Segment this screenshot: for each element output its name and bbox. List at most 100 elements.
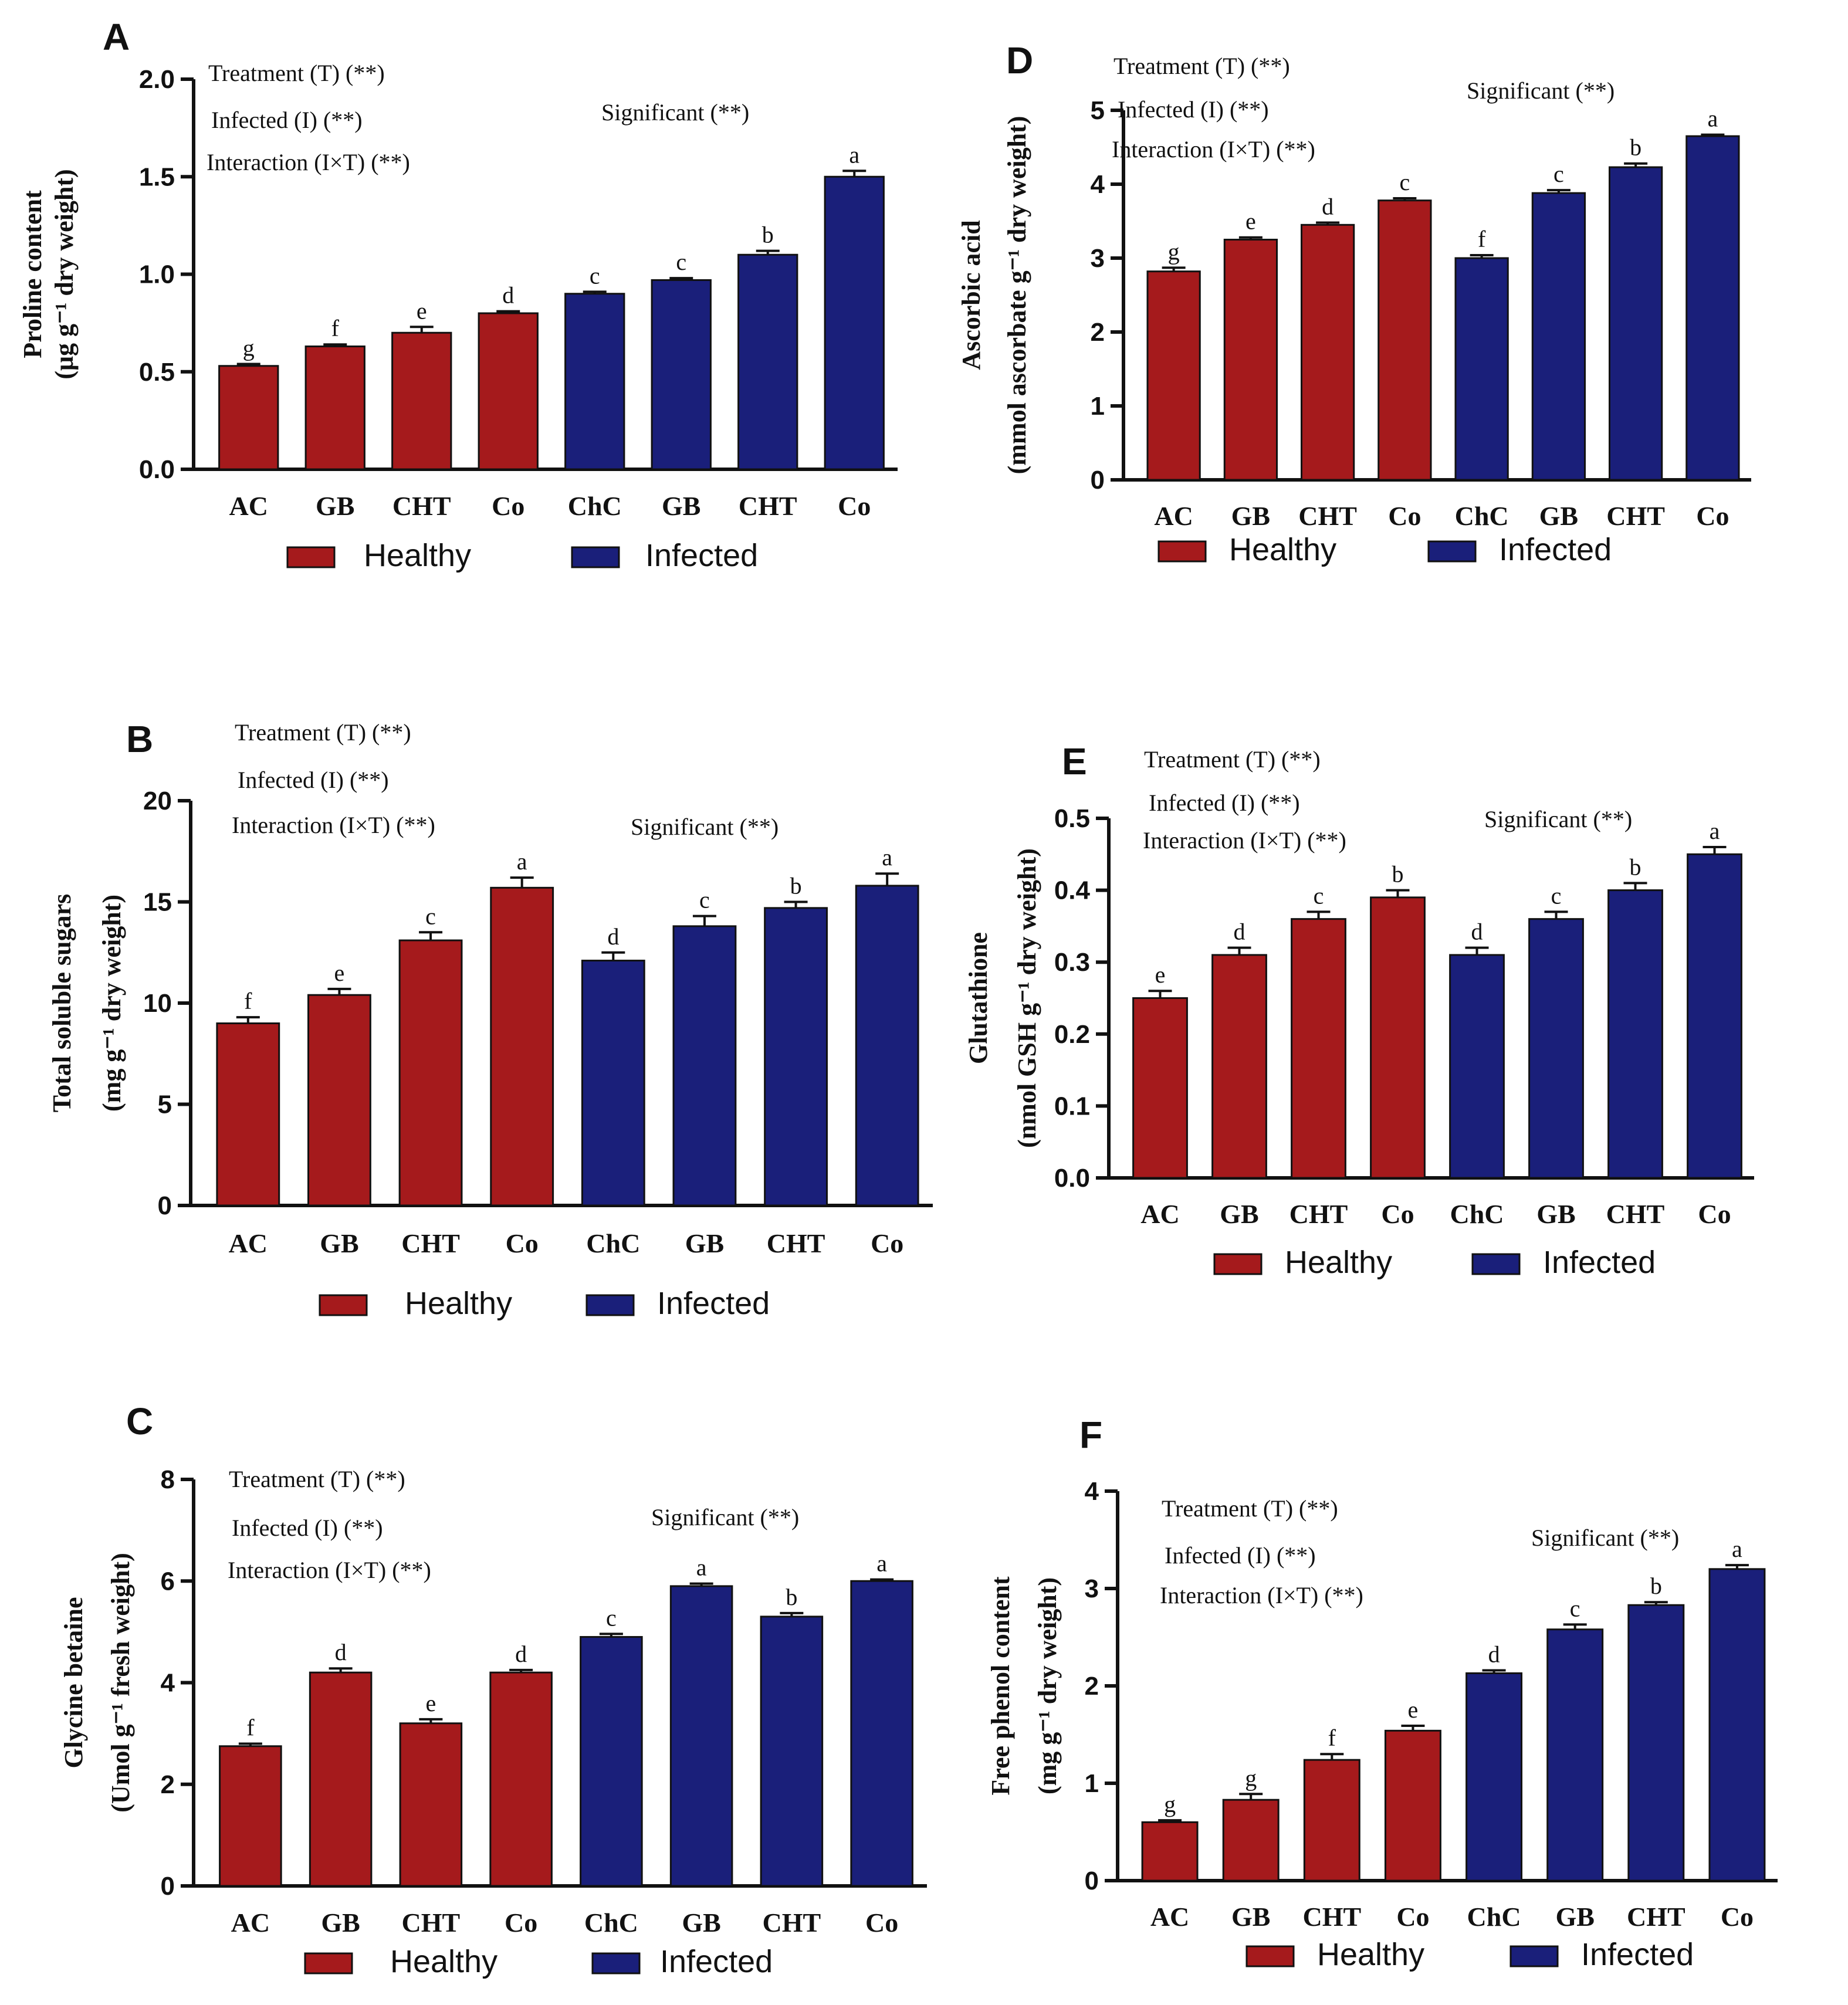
significance-annotation: Significant (**)	[631, 814, 779, 840]
legend-label-healthy: Healthy	[390, 1944, 497, 1979]
anova-annotation: Infected (I) (**)	[1165, 1542, 1316, 1569]
legend-label-healthy: Healthy	[364, 538, 471, 573]
significance-letter: d	[502, 282, 514, 309]
legend-label-infected: Infected	[1543, 1245, 1656, 1280]
bar	[304, 346, 365, 470]
chart-panel-b: B 0 5 10 15 20 Total soluble sugars (mg g⁻¹ dry…	[48, 718, 933, 1321]
significance-letter: c	[699, 887, 710, 913]
bar	[218, 365, 279, 470]
bar	[399, 1722, 463, 1887]
x-tick-label: Co	[506, 1228, 539, 1258]
y-tick-label: 2	[1085, 1672, 1099, 1701]
significance-letter: e	[425, 1690, 436, 1716]
bar	[850, 1580, 913, 1887]
panel-letter: B	[126, 718, 153, 760]
significance-letter: f	[246, 1714, 255, 1740]
legend-swatch-healthy	[1157, 540, 1207, 563]
y-tick-label: 0	[1091, 466, 1105, 495]
anova-annotation: Infected (I) (**)	[238, 767, 389, 793]
bar	[1449, 954, 1505, 1179]
x-tick-label: CHT	[1298, 501, 1357, 531]
significance-letter: g	[243, 334, 255, 361]
significance-letter: f	[1328, 1725, 1336, 1751]
chart-panel-e: E 0.0 0.1 0.2 0.3 0.4 0.5 Glutathione (nmol GSH …	[964, 740, 1754, 1280]
bar	[1370, 896, 1426, 1179]
legend-swatch-infected	[1471, 1253, 1521, 1275]
y-tick-label: 0	[158, 1191, 172, 1220]
significance-letter: f	[331, 315, 340, 341]
anova-annotation: Treatment (T) (**)	[1162, 1495, 1338, 1522]
significance-letter: g	[1164, 1791, 1176, 1817]
y-tick-label: 5	[158, 1090, 172, 1119]
significance-letter: d	[1234, 919, 1245, 945]
y-axis-label: Proline content	[18, 190, 47, 358]
significance-letter: e	[334, 960, 345, 986]
bar	[581, 960, 645, 1207]
y-axis-unit-label: (nmol GSH g⁻¹ dry weight)	[1013, 848, 1041, 1148]
significance-letter: c	[590, 262, 600, 289]
bar	[824, 175, 885, 470]
y-tick-label: 1	[1091, 392, 1105, 421]
legend-swatch-infected	[585, 1294, 635, 1316]
chart-panel-c: C 0 2 4 6 8 Glycine betaine (Umol g⁻¹ fresh wei…	[59, 1400, 927, 1979]
x-tick-label: CHT	[767, 1228, 825, 1258]
significance-letter: e	[1245, 208, 1256, 235]
significance-letter: c	[1314, 882, 1324, 909]
significance-letter: c	[1399, 169, 1410, 195]
x-tick-label: Co	[1396, 1902, 1429, 1932]
significance-letter: g	[1168, 238, 1180, 265]
x-tick-label: ChC	[1455, 501, 1509, 531]
y-tick-label: 3	[1091, 244, 1105, 273]
panel-letter: A	[103, 16, 130, 58]
y-axis-label: Glutathione	[964, 932, 993, 1064]
chart-panel-d: D 0 1 2 3 4 5 Ascorbic acid (mmol ascorbate g⁻¹ …	[957, 39, 1751, 567]
x-tick-label: ChC	[584, 1908, 638, 1938]
significance-letter: c	[676, 249, 686, 275]
x-tick-label: GB	[1536, 1199, 1575, 1229]
anova-annotation: Infected (I) (**)	[1118, 96, 1269, 123]
y-tick-label: 10	[143, 989, 172, 1018]
y-tick-label: 2	[161, 1770, 175, 1799]
significance-annotation: Significant (**)	[601, 99, 749, 126]
x-tick-label: CHT	[1302, 1902, 1361, 1932]
x-tick-label: GB	[662, 491, 700, 521]
y-tick-label: 8	[161, 1465, 175, 1494]
significance-letter: a	[849, 141, 859, 168]
x-tick-label: CHT	[1606, 1199, 1665, 1229]
y-tick-label: 1.0	[139, 260, 175, 289]
x-tick-label: Co	[838, 491, 871, 521]
panel-letter: C	[126, 1400, 153, 1442]
anova-annotation: Interaction (I×T) (**)	[1112, 136, 1315, 162]
significance-letter: g	[1245, 1764, 1257, 1791]
y-tick-label: 0.4	[1054, 876, 1091, 905]
y-tick-label: 0.5	[1054, 804, 1090, 833]
legend-swatch-healthy	[286, 546, 336, 568]
x-tick-label: CHT	[1627, 1902, 1685, 1932]
bar	[1377, 199, 1432, 481]
bar	[1528, 918, 1584, 1179]
x-tick-label: ChC	[568, 491, 622, 521]
x-tick-label: CHT	[402, 1908, 461, 1938]
bar	[490, 886, 554, 1207]
significance-letter: b	[762, 222, 774, 248]
bar	[737, 253, 798, 470]
y-axis-unit-label: (μg g⁻¹ dry weight)	[50, 169, 79, 379]
legend-swatch-healthy	[1245, 1945, 1295, 1967]
bar	[1609, 166, 1663, 481]
anova-annotation: Infected (I) (**)	[1149, 790, 1300, 816]
x-tick-label: GB	[1555, 1902, 1594, 1932]
legend-swatch-infected	[1509, 1945, 1559, 1967]
y-axis-unit-label: (mmol ascorbate g⁻¹ dry weight)	[1003, 116, 1031, 475]
x-tick-label: Co	[1721, 1902, 1754, 1932]
y-tick-label: 4	[1085, 1477, 1099, 1506]
legend-swatch-healthy	[1213, 1253, 1263, 1275]
significance-letter: d	[1322, 194, 1333, 220]
legend-label-healthy: Healthy	[1229, 532, 1336, 567]
bar	[1303, 1759, 1360, 1882]
bar	[478, 312, 539, 470]
significance-letter: a	[876, 1550, 887, 1577]
bar	[1146, 270, 1201, 481]
legend-label-healthy: Healthy	[405, 1286, 512, 1321]
bar	[219, 1745, 282, 1887]
bar	[1627, 1604, 1685, 1882]
